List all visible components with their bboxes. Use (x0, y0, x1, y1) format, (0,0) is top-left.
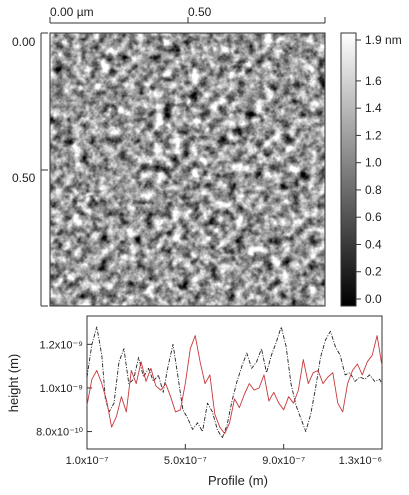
colorbar-tick-label-7: 0.4 (365, 237, 382, 251)
colorbar-tick-label-0: 1.9 nm (365, 33, 402, 47)
colorbar: 1.9 nm 1.6 1.4 1.2 1.0 0.8 0.6 0.4 0.2 0.0 (340, 32, 402, 307)
colorbar-tick-label-6: 0.6 (365, 210, 382, 224)
profile-y-tick-label-1: 1.0x10⁻⁹ (39, 383, 83, 395)
afm-x-tick-label-0: 0.00 µm (50, 5, 94, 19)
colorbar-tick-label-8: 0.2 (365, 265, 382, 279)
profile-series-0-line (86, 326, 383, 439)
profile-x-tick-label-2: 9.0x10⁻⁷ (262, 455, 305, 467)
profile-x-tick-label-0: 1.0x10⁻⁷ (66, 455, 109, 467)
afm-y-tick-label-0: 0.00 (12, 35, 36, 49)
profile-x-tick-label-1: 5.0x10⁻⁷ (164, 455, 207, 467)
colorbar-tick-label-2: 1.4 (365, 101, 382, 115)
colorbar-gradient (340, 32, 357, 307)
profile-y-tick-label-0: 1.2x10⁻⁹ (39, 339, 83, 351)
profile-plot: 1.0x10⁻⁷ 5.0x10⁻⁷ 9.0x10⁻⁷ 1.3x10⁻⁶ 1.2x10⁻⁹… (6, 315, 383, 488)
afm-image-panel: 0.00 µm 0.50 0.00 0.50 (12, 5, 326, 307)
profile-series (86, 326, 383, 439)
profile-series-1-line (86, 335, 383, 435)
afm-image-frame (49, 32, 326, 307)
profile-x-tick-label-3: 1.3x10⁻⁶ (339, 455, 382, 467)
afm-height-texture (50, 33, 325, 306)
profile-y-tick-label-2: 8.0x10⁻¹⁰ (36, 427, 83, 439)
profile-axis-ticks: 1.0x10⁻⁷ 5.0x10⁻⁷ 9.0x10⁻⁷ 1.3x10⁻⁶ 1.2x10⁻⁹… (36, 339, 383, 467)
profile-x-axis-label: Profile (m) (208, 473, 268, 488)
profile-plot-frame (86, 315, 383, 450)
profile-y-axis-label: height (m) (6, 354, 21, 413)
colorbar-tick-label-9: 0.0 (365, 292, 382, 306)
afm-x-tick-label-1: 0.50 (188, 5, 212, 19)
colorbar-tick-label-1: 1.6 (365, 74, 382, 88)
colorbar-ticks: 1.9 nm 1.6 1.4 1.2 1.0 0.8 0.6 0.4 0.2 0.0 (356, 33, 402, 306)
colorbar-tick-label-5: 0.8 (365, 183, 382, 197)
colorbar-tick-label-3: 1.2 (365, 128, 382, 142)
afm-y-tick-label-1: 0.50 (12, 171, 36, 185)
colorbar-tick-label-4: 1.0 (365, 156, 382, 170)
